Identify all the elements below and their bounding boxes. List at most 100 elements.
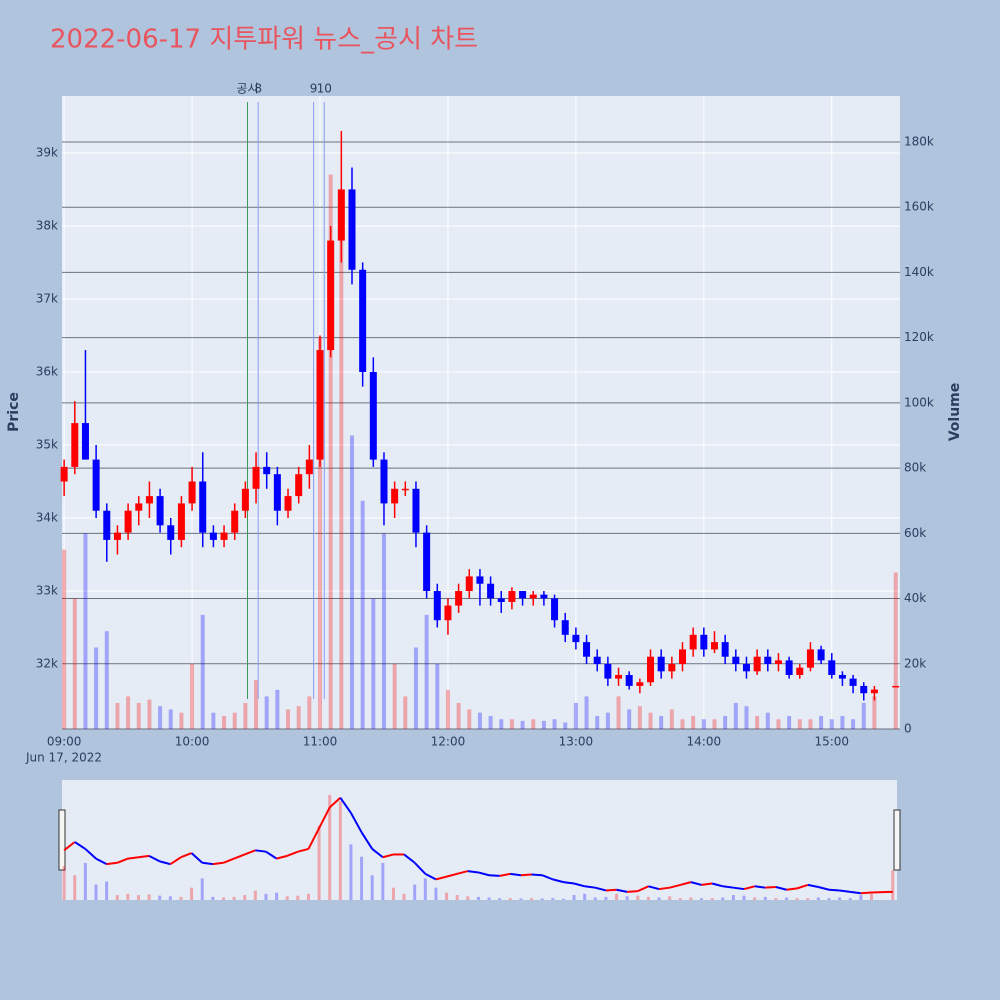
volume-bar — [264, 696, 269, 729]
navigator-volume-bar — [572, 895, 576, 900]
navigator-volume-bar — [264, 893, 268, 900]
y2-tick-label: 20k — [904, 656, 926, 670]
navigator-line — [265, 850, 278, 860]
navigator-volume-bar — [296, 895, 300, 900]
volume-bar — [701, 719, 706, 729]
navigator-volume-bar — [668, 896, 672, 900]
candle-body — [327, 240, 335, 351]
navigator-line — [573, 882, 585, 888]
volume-bar — [733, 702, 738, 729]
candle-body — [668, 664, 676, 672]
navigator-volume-bar — [317, 825, 321, 900]
navigator-volume-bar — [83, 862, 87, 900]
candle-body — [220, 532, 228, 540]
navigator-volume-bar — [328, 794, 332, 900]
candle-body — [625, 674, 633, 686]
candle-body — [508, 591, 516, 602]
navigator-volume-bar — [94, 884, 98, 900]
y-tick-label: 38k — [36, 218, 58, 232]
navigator-line — [658, 886, 670, 891]
candle-body — [455, 591, 463, 606]
candle-body — [785, 660, 793, 675]
navigator-line — [701, 882, 713, 886]
y2-tick-label: 0 — [904, 722, 912, 736]
volume-bar — [819, 715, 824, 729]
navigator-volume-bar — [455, 895, 459, 900]
candle-body — [369, 371, 377, 460]
y-tick-label: 32k — [36, 657, 58, 671]
y2-tick-label: 120k — [904, 330, 934, 344]
navigator-handle[interactable] — [893, 809, 901, 871]
navigator-volume-bar — [381, 862, 385, 900]
volume-bar — [456, 702, 461, 729]
volume-bar — [126, 696, 131, 729]
candle-body — [497, 598, 505, 602]
navigator-line — [350, 812, 363, 833]
y-tick-label: 37k — [36, 291, 58, 305]
navigator-volume-bar — [466, 896, 470, 900]
volume-bar — [339, 207, 344, 730]
candle-body — [177, 503, 185, 540]
volume-bar — [371, 598, 376, 729]
candle-body — [231, 510, 239, 533]
candle-body — [252, 466, 260, 489]
navigator-volume-bar — [891, 870, 895, 900]
candle-body — [487, 583, 495, 599]
navigator-line — [584, 885, 596, 889]
navigator-volume-bar — [338, 801, 342, 900]
volume-bar — [648, 712, 653, 729]
navigator-volume-bar — [827, 898, 831, 900]
navigator-volume-bar — [615, 893, 619, 900]
navigator-line — [871, 890, 893, 894]
navigator-volume-bar — [423, 878, 427, 900]
navigator-volume-bar — [136, 895, 140, 900]
navigator-volume-bar — [816, 897, 820, 900]
candle-body — [199, 481, 207, 533]
navigator-volume-bar — [731, 895, 735, 900]
candle-body — [742, 664, 750, 672]
candle-body — [583, 642, 591, 657]
navigator-line — [84, 848, 97, 860]
candle-body — [124, 510, 132, 533]
volume-bar — [72, 598, 77, 729]
volume-bar — [520, 720, 525, 729]
navigator-volume-bar — [126, 893, 130, 900]
navigator-volume-bar — [445, 892, 449, 900]
candle-body — [679, 649, 687, 665]
volume-bar — [232, 712, 237, 729]
navigator-line — [424, 872, 437, 881]
navigator-line — [63, 841, 76, 852]
y-tick-label: 34k — [36, 511, 58, 525]
navigator-volume-bar — [306, 893, 310, 900]
volume-bar — [616, 696, 621, 729]
navigator-line — [329, 796, 342, 809]
navigator-line — [74, 841, 86, 850]
y2-tick-label: 180k — [904, 134, 934, 148]
candle-body — [572, 634, 580, 643]
navigator-handle[interactable] — [58, 809, 66, 871]
navigator-line — [446, 872, 458, 878]
navigator-volume-bar — [700, 898, 704, 900]
navigator-line — [796, 883, 809, 890]
y2-axis-title: Volume — [947, 383, 963, 442]
volume-bar — [413, 647, 418, 729]
candle-body — [209, 532, 217, 540]
annotation-label: 9 — [310, 82, 318, 96]
candle-body — [636, 682, 644, 686]
navigator-volume-bar — [275, 892, 279, 900]
candle-body — [135, 503, 143, 511]
volume-bar — [776, 719, 781, 729]
navigator-line — [563, 881, 575, 885]
volume-bar — [840, 715, 845, 729]
x-tick-label: 14:00 — [687, 735, 722, 749]
navigator-volume-bar — [774, 898, 778, 900]
navigator-line — [180, 852, 192, 859]
navigator-volume-bar — [870, 893, 874, 900]
navigator-line — [276, 854, 288, 860]
navigator-line — [605, 888, 617, 892]
candle-body — [444, 605, 452, 621]
candle-body — [806, 649, 814, 668]
candle-body — [167, 525, 175, 540]
navigator-line — [627, 890, 638, 893]
candle-body — [828, 660, 836, 675]
